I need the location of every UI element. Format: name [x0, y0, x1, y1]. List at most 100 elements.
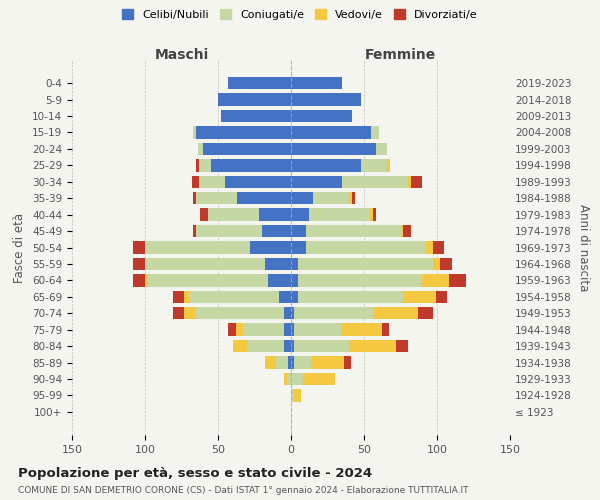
Bar: [236, 324, 243, 336]
Bar: [341, 324, 382, 336]
Bar: [344, 356, 351, 368]
Bar: [294, 307, 374, 320]
Bar: [291, 258, 298, 270]
Bar: [259, 208, 291, 221]
Bar: [145, 242, 250, 254]
Bar: [218, 94, 291, 106]
Bar: [373, 208, 376, 221]
Bar: [298, 258, 433, 270]
Bar: [228, 77, 291, 90]
Bar: [284, 307, 291, 320]
Bar: [145, 258, 265, 270]
Bar: [422, 274, 449, 286]
Bar: [196, 307, 284, 320]
Bar: [193, 192, 196, 204]
Bar: [291, 110, 352, 122]
Bar: [250, 242, 291, 254]
Bar: [291, 373, 302, 385]
Bar: [288, 356, 291, 368]
Text: Maschi: Maschi: [154, 48, 209, 62]
Bar: [145, 274, 148, 286]
Bar: [226, 176, 291, 188]
Bar: [196, 126, 291, 138]
Bar: [228, 324, 236, 336]
Bar: [449, 274, 466, 286]
Bar: [425, 242, 433, 254]
Y-axis label: Anni di nascita: Anni di nascita: [577, 204, 590, 291]
Bar: [173, 307, 184, 320]
Bar: [291, 143, 376, 155]
Bar: [284, 340, 291, 352]
Bar: [221, 110, 291, 122]
Bar: [243, 324, 284, 336]
Bar: [291, 192, 313, 204]
Bar: [199, 159, 211, 172]
Bar: [291, 356, 294, 368]
Bar: [294, 356, 311, 368]
Bar: [291, 94, 361, 106]
Bar: [189, 290, 280, 303]
Bar: [361, 159, 388, 172]
Bar: [265, 356, 277, 368]
Bar: [311, 356, 344, 368]
Bar: [277, 356, 288, 368]
Bar: [349, 192, 352, 204]
Bar: [411, 176, 422, 188]
Bar: [148, 274, 268, 286]
Bar: [291, 389, 294, 402]
Bar: [284, 373, 287, 385]
Text: Femmine: Femmine: [365, 48, 436, 62]
Bar: [193, 126, 196, 138]
Bar: [308, 208, 370, 221]
Bar: [203, 143, 291, 155]
Bar: [233, 340, 247, 352]
Bar: [291, 126, 371, 138]
Bar: [291, 242, 305, 254]
Text: Popolazione per età, sesso e stato civile - 2024: Popolazione per età, sesso e stato civil…: [18, 468, 372, 480]
Bar: [396, 340, 408, 352]
Bar: [291, 274, 298, 286]
Bar: [291, 77, 342, 90]
Bar: [440, 258, 452, 270]
Text: COMUNE DI SAN DEMETRIO CORONE (CS) - Dati ISTAT 1° gennaio 2024 - Elaborazione T: COMUNE DI SAN DEMETRIO CORONE (CS) - Dat…: [18, 486, 469, 495]
Bar: [291, 307, 294, 320]
Bar: [352, 192, 355, 204]
Bar: [291, 340, 294, 352]
Bar: [342, 176, 408, 188]
Bar: [436, 290, 447, 303]
Bar: [287, 373, 291, 385]
Bar: [200, 208, 208, 221]
Bar: [237, 192, 291, 204]
Bar: [403, 290, 436, 303]
Bar: [433, 258, 440, 270]
Legend: Celibi/Nubili, Coniugati/e, Vedovi/e, Divorziati/e: Celibi/Nubili, Coniugati/e, Vedovi/e, Di…: [119, 6, 481, 23]
Bar: [284, 324, 291, 336]
Bar: [173, 290, 184, 303]
Bar: [305, 225, 401, 237]
Bar: [291, 290, 298, 303]
Bar: [302, 373, 335, 385]
Bar: [371, 126, 379, 138]
Bar: [133, 274, 145, 286]
Bar: [376, 143, 388, 155]
Bar: [280, 290, 291, 303]
Bar: [184, 290, 189, 303]
Bar: [133, 258, 145, 270]
Bar: [268, 274, 291, 286]
Bar: [247, 340, 284, 352]
Bar: [305, 242, 425, 254]
Bar: [403, 225, 411, 237]
Bar: [196, 192, 237, 204]
Bar: [262, 225, 291, 237]
Bar: [408, 176, 411, 188]
Bar: [133, 242, 145, 254]
Bar: [298, 290, 403, 303]
Bar: [370, 208, 373, 221]
Bar: [196, 159, 199, 172]
Bar: [388, 159, 390, 172]
Bar: [291, 159, 361, 172]
Bar: [199, 176, 226, 188]
Bar: [211, 159, 291, 172]
Bar: [313, 192, 349, 204]
Bar: [265, 258, 291, 270]
